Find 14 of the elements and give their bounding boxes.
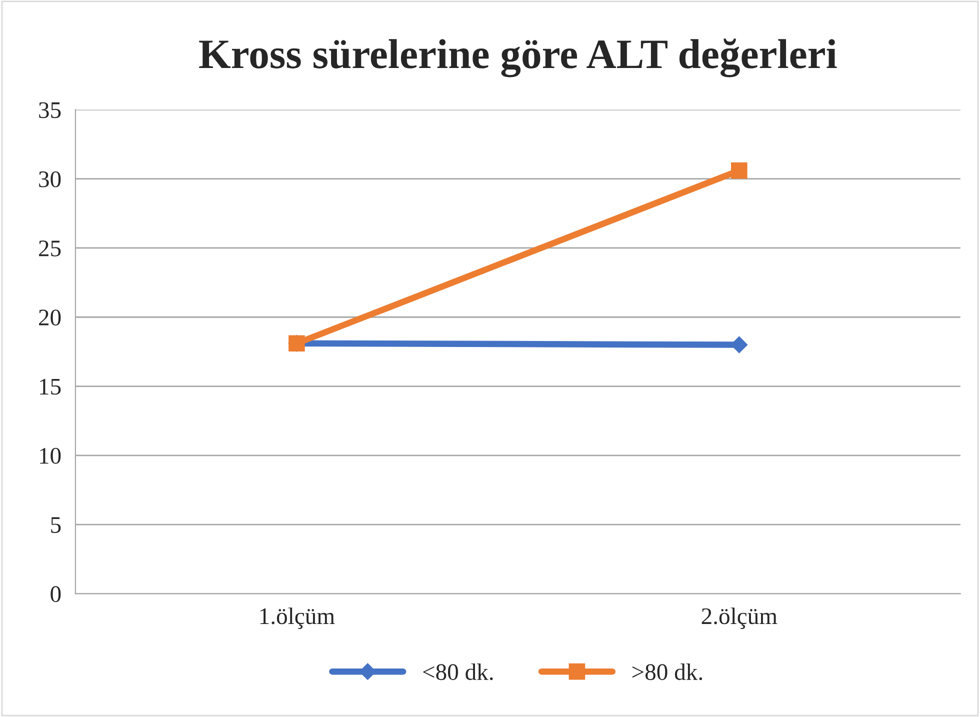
y-tick-label: 15	[40, 378, 61, 395]
chart-title: Kross sürelerine göre ALT değerleri	[199, 38, 837, 78]
legend-label: >80 dk.	[632, 663, 702, 680]
x-tick-label: 2.ölçüm	[702, 608, 778, 629]
legend-label: <80 dk.	[423, 663, 493, 680]
x-tick-label: 1.ölçüm	[260, 608, 335, 629]
y-tick-label: 5	[51, 517, 61, 533]
y-tick-label: 10	[40, 448, 61, 464]
y-tick-label: 35	[39, 102, 61, 118]
y-tick-label: 25	[38, 240, 61, 256]
y-tick-label: 20	[38, 310, 61, 326]
y-tick-label: 30	[39, 171, 61, 188]
point	[731, 162, 748, 179]
y-tick-label: 0	[50, 586, 61, 602]
